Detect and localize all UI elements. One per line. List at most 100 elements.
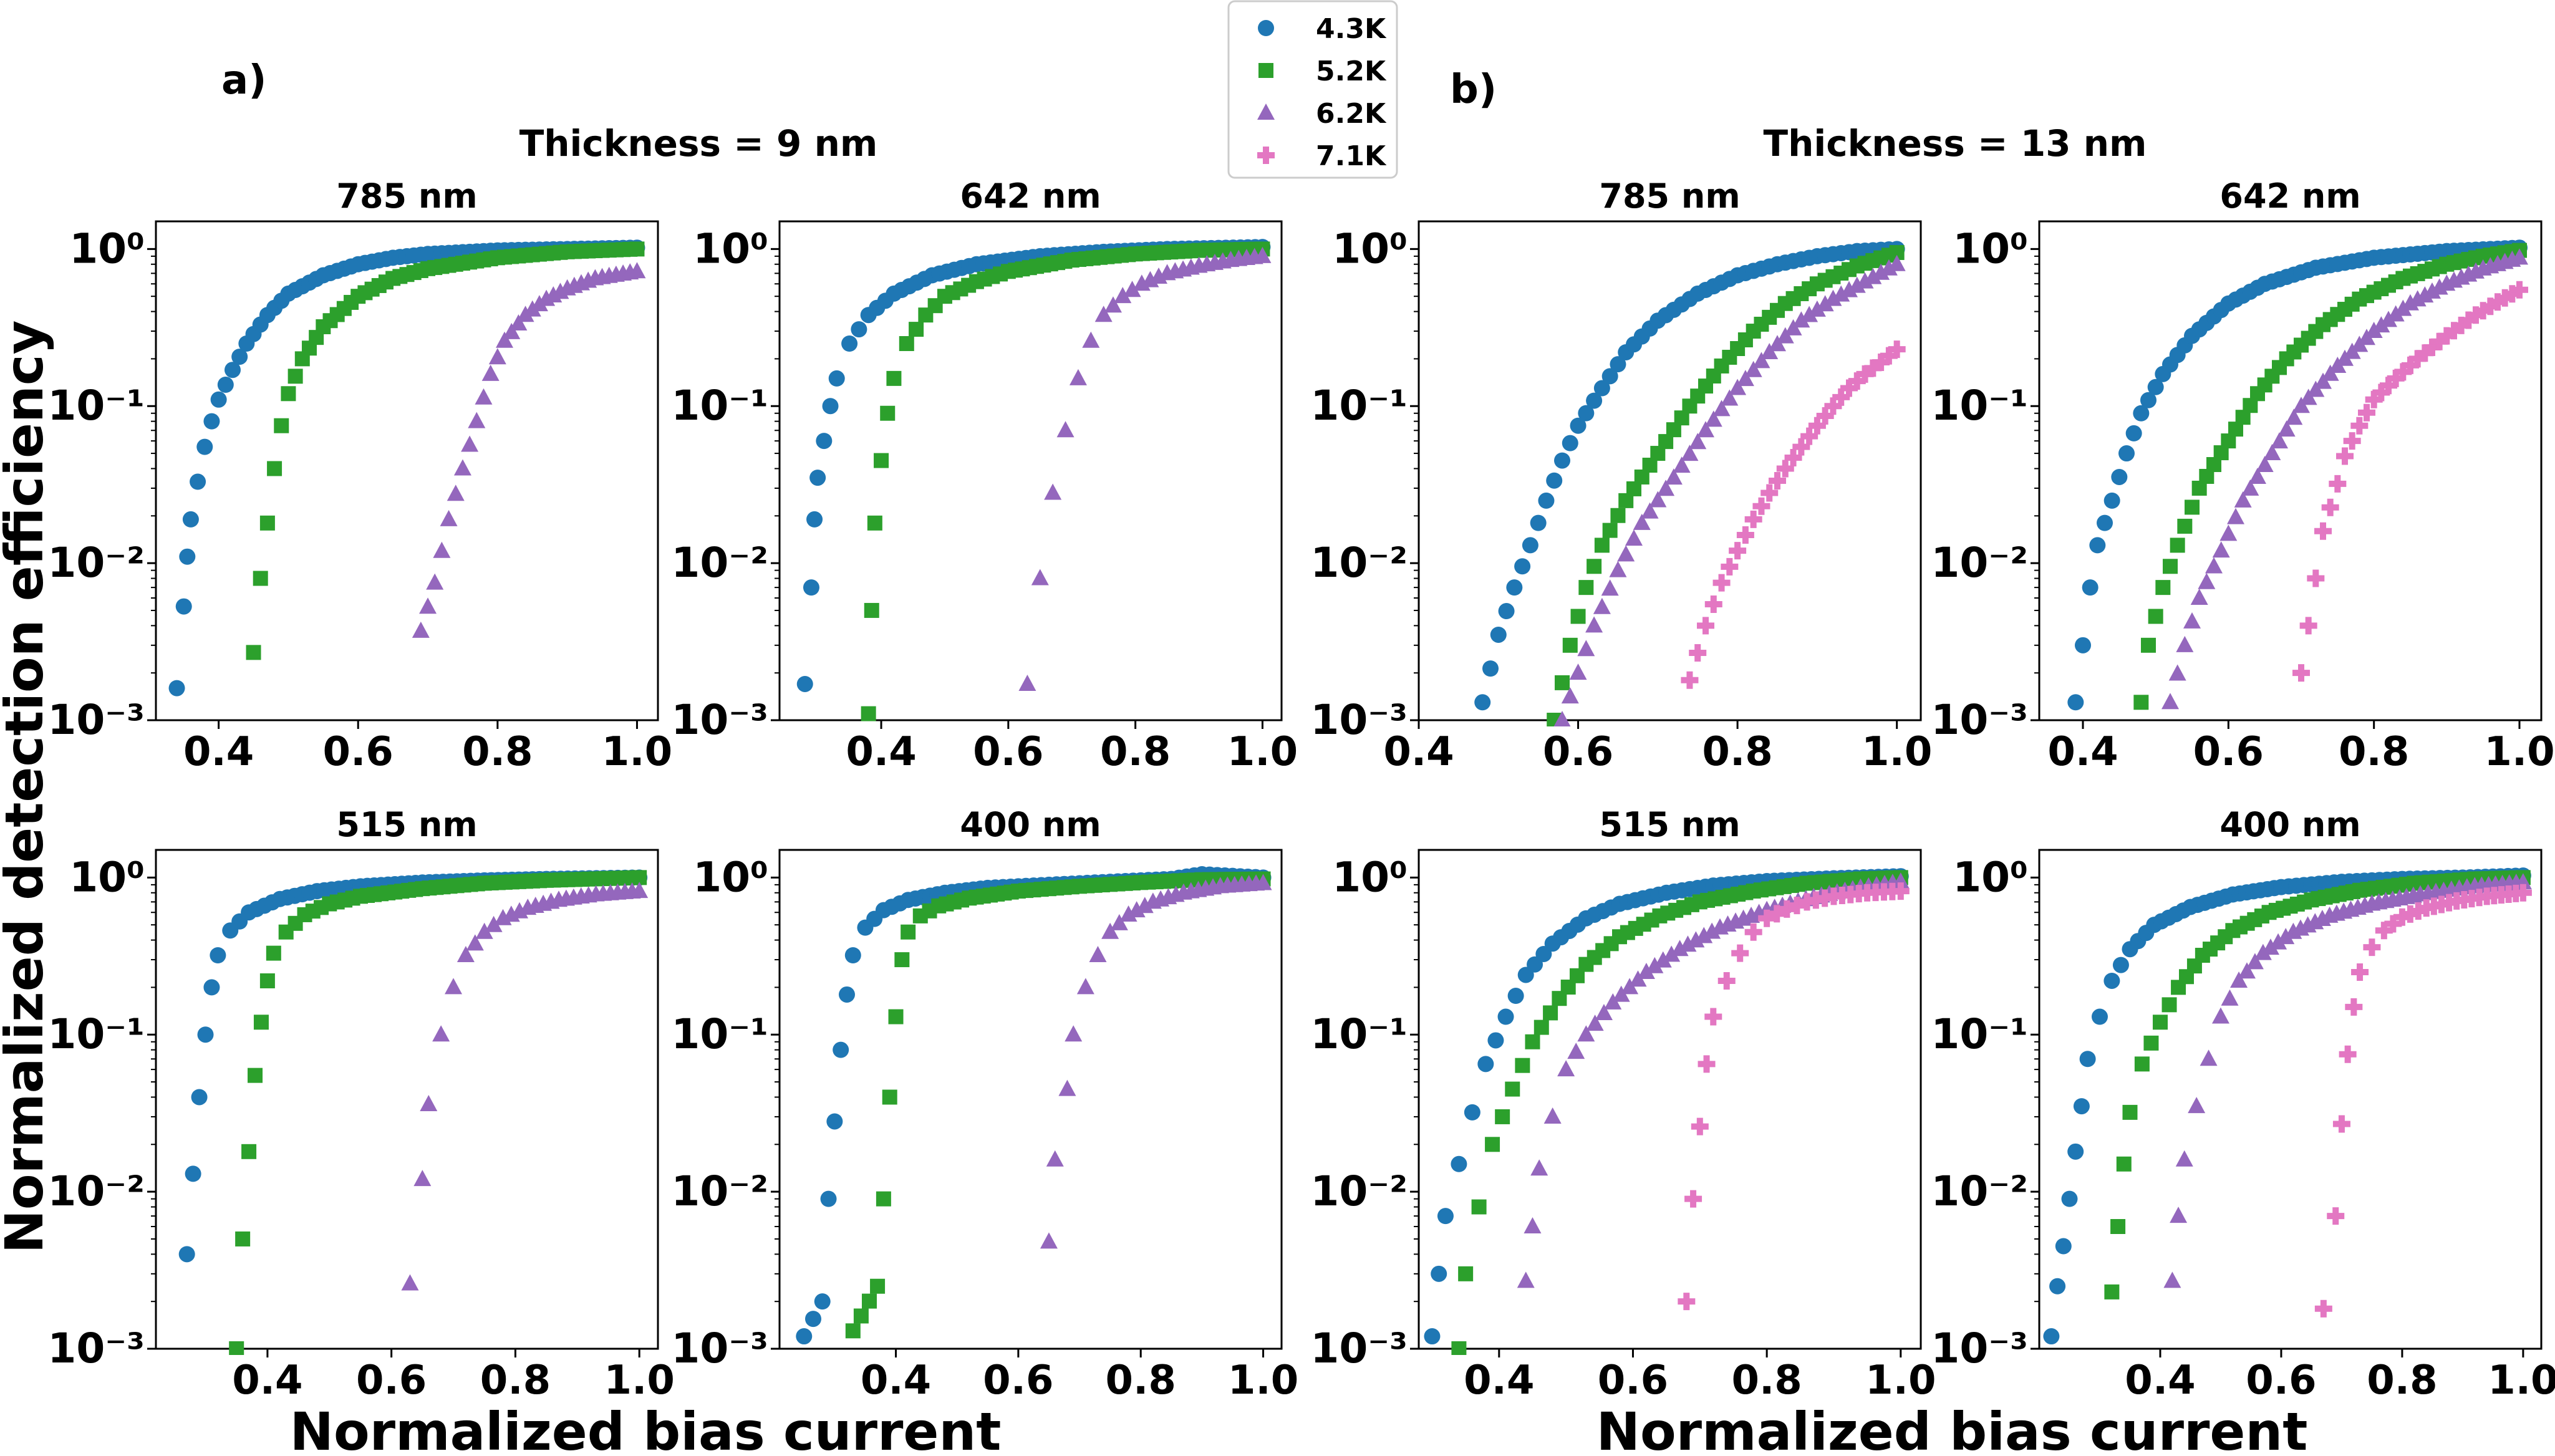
series-4-3K [168,239,645,697]
data-point [2261,938,2279,955]
data-point [880,405,896,421]
data-point [1778,900,1796,918]
data-point [1587,559,1602,574]
data-point [1637,963,1655,980]
data-point [1625,529,1643,546]
y-tick-label: 10⁻¹ [1931,382,2028,430]
y-tick-label: 10⁻³ [47,696,145,744]
data-point [1800,306,1818,322]
data-layer [2067,239,2528,711]
data-point [2049,1278,2066,1294]
data-point [1040,1232,1058,1249]
x-tick-label: 0.8 [480,1357,551,1404]
data-point [1891,882,1910,900]
x-axis-label-left: Normalized bias current [290,1401,1002,1456]
data-point [1562,435,1578,451]
x-tick-label: 1.0 [602,729,672,775]
data-point [2332,1115,2350,1133]
data-point [2205,557,2223,574]
group-title-13nm: Thickness = 13 nm [1764,122,2147,165]
data-point [1704,410,1722,427]
data-point [1578,405,1595,422]
data-point [629,241,645,257]
data-point [796,675,813,692]
data-point [2350,417,2369,435]
data-point [1687,931,1705,948]
series-6-2K [1040,874,1272,1249]
y-tick-label: 10⁻³ [47,1324,145,1372]
x-tick-label: 0.8 [1702,729,1772,775]
legend: 4.3K 5.2K 6.2K 7.1K [1227,0,1398,179]
series-5-2K [845,871,1271,1339]
data-point [1601,368,1618,385]
data-point [1816,295,1834,312]
data-point [2116,1156,2132,1172]
data-point [2234,491,2252,508]
data-point [1712,574,1731,592]
x-tick-label: 1.0 [2484,729,2554,775]
y-tick-label: 10⁰ [1953,853,2028,901]
data-point [1593,597,1611,614]
data-point [2089,537,2106,554]
series-6-2K [412,262,646,638]
data-point [1848,372,1866,390]
data-point [2394,363,2412,381]
data-point [1760,484,1779,502]
data-point [2445,322,2463,340]
data-point [488,348,506,365]
data-point [510,314,528,331]
data-point [468,412,486,428]
x-axis-label-right: Normalized bias current [1596,1401,2308,1456]
y-tick-label: 10⁻³ [1931,696,2028,744]
x-tick-label: 0.4 [861,1357,931,1404]
data-point [182,511,199,528]
series-6-2K [1018,246,1272,691]
data-point [828,370,845,387]
data-point [1119,905,1137,922]
data-point [2452,316,2470,334]
data-point [2438,327,2456,345]
data-point [2097,514,2113,531]
data-point [2221,989,2239,1006]
data-point [1437,1208,1454,1225]
data-point [2177,518,2193,534]
axes-frame [2038,220,2543,721]
data-point [820,1190,837,1207]
data-point [1577,1025,1595,1042]
data-point [274,418,289,433]
data-point [1471,1199,1487,1215]
data-point [419,597,437,614]
data-point [2363,938,2381,957]
data-point [2152,1015,2168,1030]
data-point [833,1041,849,1058]
data-point [2299,617,2317,635]
data-point [1458,1266,1474,1281]
data-point [190,473,206,490]
data-point [1776,460,1794,478]
y-tick-label: 10⁻¹ [47,382,145,430]
data-point [1595,1003,1613,1020]
data-point [1538,492,1555,509]
x-tick-label: 0.6 [973,729,1043,775]
data-point [2168,664,2186,681]
data-point [1477,1056,1494,1073]
data-point [456,945,475,962]
data-point [259,973,275,988]
data-point [909,322,924,337]
axes-frame [778,849,1283,1350]
data-point [1487,1032,1504,1049]
data-point [796,1328,813,1345]
data-point [2133,695,2149,710]
y-tick-label: 10⁻² [47,539,145,587]
data-point [1816,407,1834,425]
legend-box [1227,0,1398,179]
data-point [1586,392,1603,409]
data-point [2075,637,2091,653]
data-point [1848,276,1866,293]
data-point [1525,1034,1540,1049]
data-point [2481,297,2499,316]
data-point [1703,922,1721,939]
data-point [2511,281,2528,299]
data-point [1678,1293,1696,1311]
y-tick-label: 10⁰ [1332,853,1408,901]
